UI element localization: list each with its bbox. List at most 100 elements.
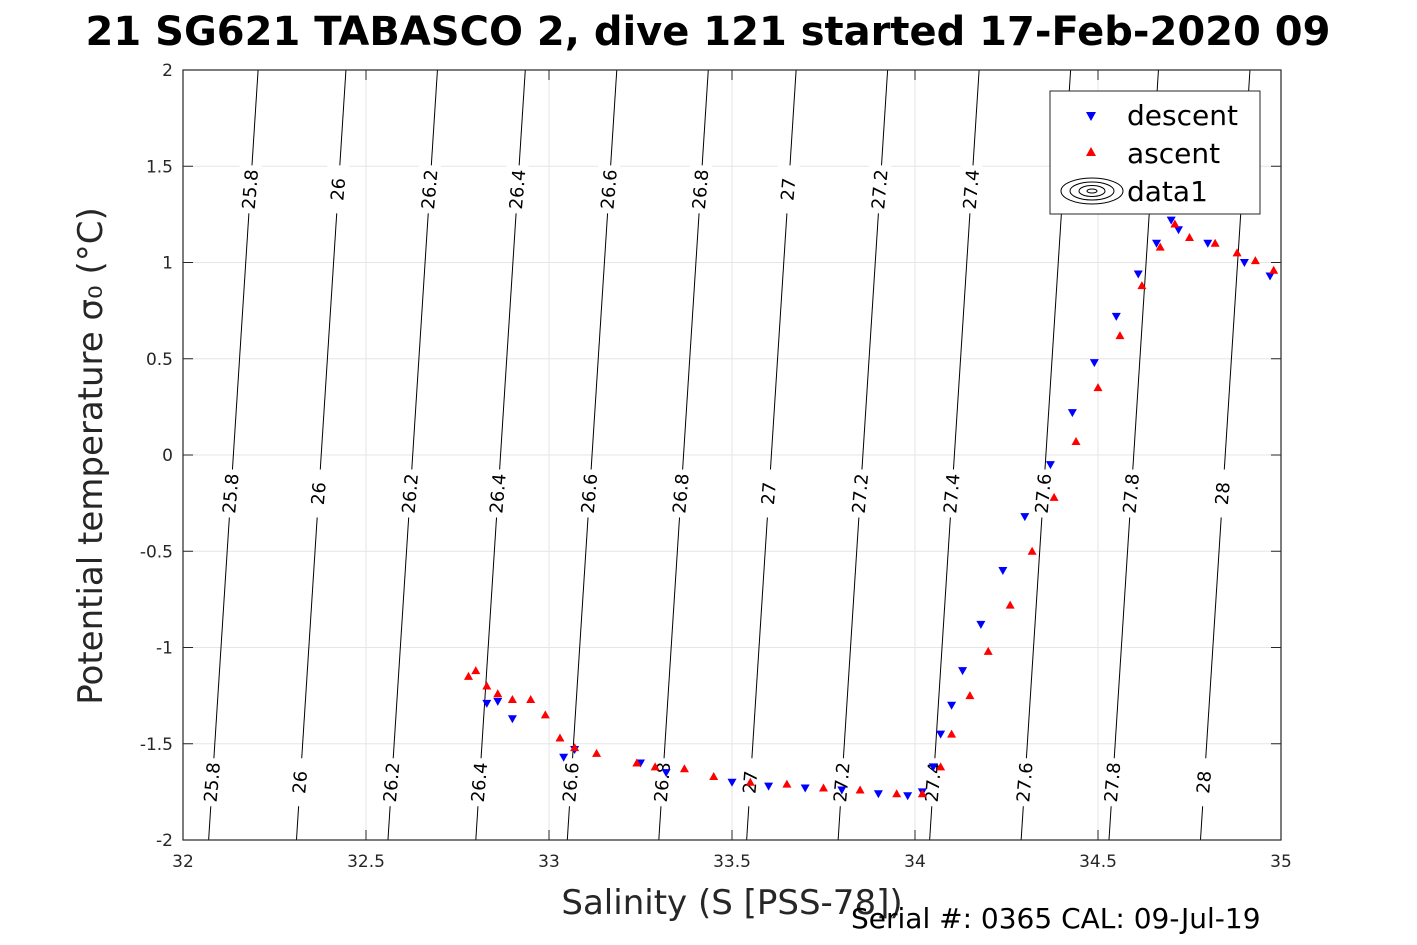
ascent-point xyxy=(1269,265,1279,274)
y-tick-label: -2 xyxy=(156,831,173,851)
ascent-point xyxy=(1210,238,1220,247)
contour-label-28: 28 xyxy=(1193,770,1216,795)
data-points xyxy=(463,216,1279,801)
ascent-point xyxy=(493,689,503,698)
contour-label-27.4: 27.4 xyxy=(960,169,984,211)
contour-label-bg xyxy=(307,469,330,518)
y-tick-label: 1.5 xyxy=(146,157,173,177)
ascent-point xyxy=(1185,232,1194,241)
contour-label-bg xyxy=(506,165,529,214)
contour-label-bg xyxy=(830,758,853,807)
contour-label-bg xyxy=(1120,469,1143,518)
ascent-point xyxy=(1093,383,1103,392)
contour-label-bg xyxy=(598,165,621,214)
contour-label-28: 28 xyxy=(1212,481,1235,506)
descent-point xyxy=(1174,226,1184,235)
descent-point xyxy=(1133,270,1143,279)
x-tick-label: 32.5 xyxy=(347,852,385,872)
legend-contour-icon xyxy=(1060,177,1124,205)
descent-point xyxy=(1203,239,1213,248)
ascent-point xyxy=(507,694,517,703)
descent-point xyxy=(482,699,492,708)
ascent-point xyxy=(1071,437,1081,446)
contour-label-bg xyxy=(1193,758,1216,807)
descent-point xyxy=(903,792,913,801)
contour-label-27.6: 27.6 xyxy=(1013,761,1037,803)
ascent-point xyxy=(482,681,492,690)
legend-descent-marker xyxy=(1086,112,1096,121)
contour-label-bg xyxy=(960,165,983,214)
legend-box xyxy=(1049,90,1261,215)
contour-label-bg xyxy=(399,469,422,518)
contour-label-26.8: 26.8 xyxy=(689,169,713,211)
contour-label-27.8: 27.8 xyxy=(1101,761,1125,803)
descent-point xyxy=(998,567,1008,575)
ascent-point xyxy=(819,783,828,792)
descent-point xyxy=(507,715,517,724)
ascent-point xyxy=(650,762,660,771)
ascent-point xyxy=(936,762,946,771)
ascent-point xyxy=(855,785,865,794)
descent-point xyxy=(1020,513,1030,522)
descent-point xyxy=(1239,259,1249,267)
y-axis-ticks: -2 -1.5 -1 -0.5 0 0.5 1 1.5 2 xyxy=(140,61,1281,851)
contour-label-bg xyxy=(327,165,350,214)
descent-point xyxy=(976,620,986,629)
descent-point xyxy=(1067,409,1077,418)
contour-label-bg xyxy=(380,758,403,807)
contour-label-bg xyxy=(468,758,491,807)
contour-label-bg xyxy=(201,758,224,807)
contour-label-bg xyxy=(418,165,441,214)
y-tick-label: 0 xyxy=(162,446,173,466)
contour-label-bg xyxy=(1101,758,1124,807)
contour-label-bg xyxy=(1032,469,1055,518)
ascent-point xyxy=(892,789,902,798)
descent-point xyxy=(661,769,671,778)
legend-ascent-label: ascent xyxy=(1127,137,1220,170)
contour-label-26: 26 xyxy=(289,770,312,795)
contour-label-bg xyxy=(689,165,712,214)
contour-label-bg xyxy=(219,469,242,518)
contour-label-26.2: 26.2 xyxy=(418,169,442,211)
descent-point xyxy=(800,784,810,793)
contour-label-bg xyxy=(1211,469,1234,518)
contour-label-bg xyxy=(777,165,800,214)
ascent-point xyxy=(463,671,473,680)
x-tick-label: 33.5 xyxy=(713,852,751,872)
descent-point xyxy=(1045,461,1055,470)
ascent-point xyxy=(782,779,792,788)
contour-label-26.6: 26.6 xyxy=(578,473,602,515)
ascent-point xyxy=(947,729,957,738)
ascent-point xyxy=(1005,600,1015,609)
ascent-point xyxy=(555,733,565,742)
contour-label-bg xyxy=(940,469,963,518)
contour-label-25.8: 25.8 xyxy=(201,761,225,803)
contour-label-26.4: 26.4 xyxy=(468,761,492,803)
descent-point xyxy=(958,667,968,676)
y-tick-label: 0.5 xyxy=(146,350,173,370)
contour-label-bg xyxy=(670,469,693,518)
ascent-point xyxy=(917,789,927,798)
contour-label-27.2: 27.2 xyxy=(849,473,873,515)
x-tick-label: 35 xyxy=(1270,852,1292,872)
x-tick-label: 32 xyxy=(172,852,194,872)
chart-title: 21 SG621 TABASCO 2, dive 121 started 17-… xyxy=(86,9,1331,55)
contour-label-26.2: 26.2 xyxy=(380,761,404,803)
contour-label-bg xyxy=(289,758,312,807)
serial-cal-footer: Serial #: 0365 CAL: 09-Jul-19 xyxy=(851,902,1261,935)
contour-label-27: 27 xyxy=(758,481,781,506)
ascent-point xyxy=(592,748,602,757)
legend-descent-label: descent xyxy=(1127,99,1238,132)
ascent-point xyxy=(1115,331,1125,340)
descent-point xyxy=(936,730,946,739)
x-tick-label: 33 xyxy=(538,852,560,872)
legend-data1-label: data1 xyxy=(1127,175,1208,208)
x-axis-ticks: 32 32.5 33 33.5 34 34.5 35 xyxy=(172,70,1292,872)
contour-label-25.8: 25.8 xyxy=(239,169,263,211)
ascent-point xyxy=(1137,281,1147,290)
ascent-point xyxy=(540,710,550,719)
descent-point xyxy=(1089,359,1099,368)
x-tick-label: 34.5 xyxy=(1079,852,1117,872)
descent-point xyxy=(873,790,883,799)
contour-label-27.6: 27.6 xyxy=(1032,473,1056,515)
